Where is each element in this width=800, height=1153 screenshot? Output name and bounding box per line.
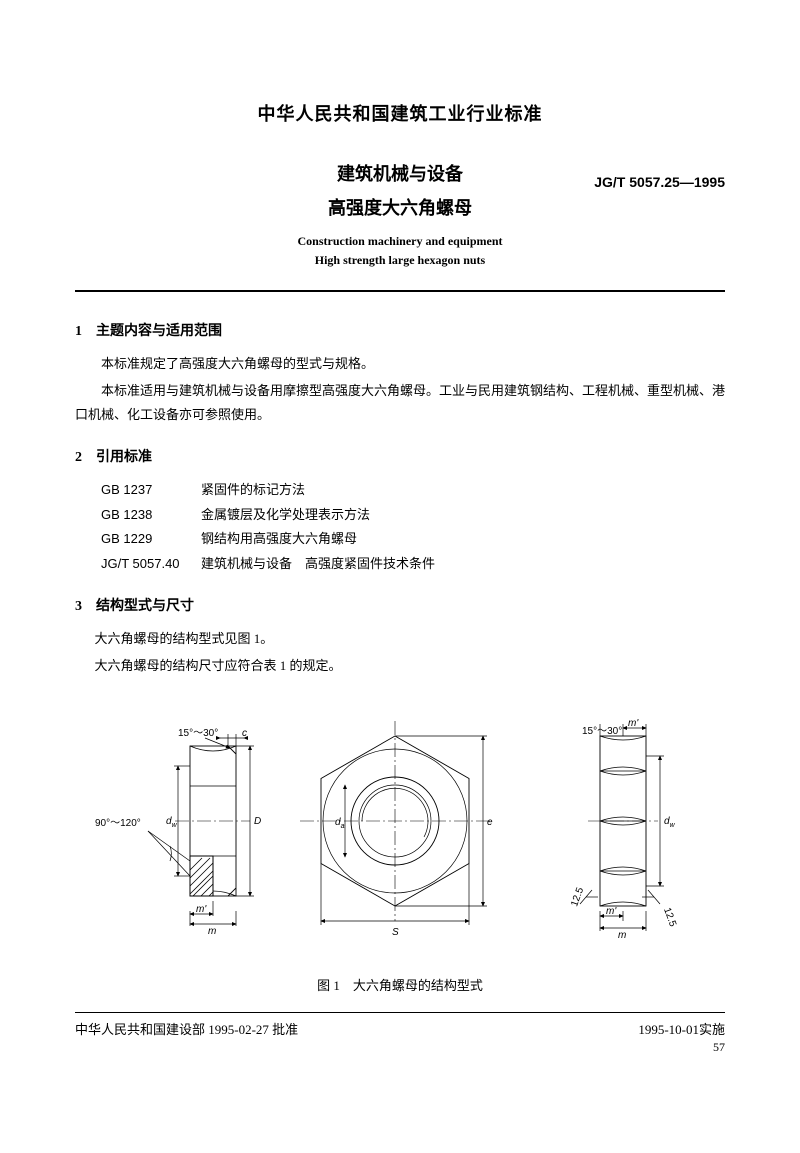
- figure-caption: 图 1 大六角螺母的结构型式: [75, 975, 725, 994]
- section-3-num: 3: [75, 599, 82, 614]
- svg-text:dw: dw: [664, 816, 676, 829]
- title-en-2: High strength large hexagon nuts: [297, 253, 502, 268]
- section-2-title: 引用标准: [96, 450, 152, 465]
- section-3-title: 结构型式与尺寸: [96, 599, 194, 614]
- label-angle3: 15°～30°: [582, 726, 622, 737]
- section-2-num: 2: [75, 450, 82, 465]
- footer-approval: 中华人民共和国建设部 1995-02-27 批准: [75, 1019, 298, 1038]
- reference-list: GB 1237紧固件的标记方法 GB 1238金属镀层及化学处理表示方法 GB …: [101, 478, 725, 577]
- section-2-head: 2 引用标准: [75, 446, 725, 466]
- label-mprime2: m': [606, 906, 617, 917]
- label-dw2-sub: w: [670, 822, 676, 829]
- label-dw-sub: w: [172, 822, 178, 829]
- ref-item: JG/T 5057.40建筑机械与设备 高强度紧固件技术条件: [101, 552, 725, 577]
- ref-title: 建筑机械与设备 高强度紧固件技术条件: [201, 556, 435, 571]
- hatch-region: [190, 856, 213, 896]
- title-row: 建筑机械与设备 高强度大六角螺母 Construction machinery …: [75, 160, 725, 268]
- para-3: 大六角螺母的结构型式见图 1。: [75, 627, 725, 652]
- section-1-num: 1: [75, 324, 82, 339]
- right-view: m' 15°～30° dw m' m: [569, 718, 678, 941]
- header-block: 中华人民共和国建筑工业行业标准 建筑机械与设备 高强度大六角螺母 Constru…: [75, 100, 725, 268]
- ref-title: 金属镀层及化学处理表示方法: [201, 507, 370, 522]
- svg-text:da: da: [335, 817, 345, 830]
- label-S: S: [392, 927, 399, 938]
- ref-item: GB 1238金属镀层及化学处理表示方法: [101, 503, 725, 528]
- page-number: 57: [75, 1040, 725, 1055]
- org-title: 中华人民共和国建筑工业行业标准: [75, 100, 725, 126]
- label-c: c: [242, 728, 247, 739]
- label-125a: 12.5: [569, 886, 586, 908]
- left-view: 15°～30° c 90°～120° D: [95, 728, 261, 937]
- label-e: e: [487, 817, 493, 828]
- label-125b: 12.5: [661, 906, 678, 928]
- label-mprime: m': [196, 904, 207, 915]
- svg-text:dw: dw: [166, 816, 178, 829]
- label-D: D: [254, 816, 261, 827]
- para-4: 大六角螺母的结构尺寸应符合表 1 的规定。: [75, 654, 725, 679]
- center-view: da e S: [300, 721, 493, 938]
- divider-top: [75, 290, 725, 292]
- footer-row: 中华人民共和国建设部 1995-02-27 批准 1995-10-01实施: [75, 1019, 725, 1038]
- ref-code: GB 1229: [101, 527, 201, 552]
- ref-title: 钢结构用高强度大六角螺母: [201, 531, 357, 546]
- ref-code: GB 1237: [101, 478, 201, 503]
- label-angle2: 90°～120°: [95, 818, 141, 829]
- ref-item: GB 1229钢结构用高强度大六角螺母: [101, 527, 725, 552]
- section-1-title: 主题内容与适用范围: [96, 324, 222, 339]
- label-angle1: 15°～30°: [178, 728, 218, 739]
- label-mprime3: m': [628, 718, 639, 729]
- label-da-sub: a: [341, 823, 345, 830]
- ref-code: GB 1238: [101, 503, 201, 528]
- label-m: m: [208, 926, 216, 937]
- section-3-head: 3 结构型式与尺寸: [75, 595, 725, 615]
- divider-bottom: [75, 1012, 725, 1013]
- para-1: 本标准规定了高强度大六角螺母的型式与规格。: [75, 352, 725, 377]
- document-page: 中华人民共和国建筑工业行业标准 建筑机械与设备 高强度大六角螺母 Constru…: [0, 0, 800, 1085]
- section-1-head: 1 主题内容与适用范围: [75, 320, 725, 340]
- ref-code: JG/T 5057.40: [101, 552, 201, 577]
- figure-svg: 15°～30° c 90°～120° D: [90, 696, 710, 956]
- ref-item: GB 1237紧固件的标记方法: [101, 478, 725, 503]
- title-cn-2: 高强度大六角螺母: [297, 194, 502, 220]
- figure-1: 15°～30° c 90°～120° D: [75, 696, 725, 994]
- label-m2: m: [618, 930, 626, 941]
- ref-title: 紧固件的标记方法: [201, 482, 305, 497]
- standard-code: JG/T 5057.25—1995: [594, 174, 725, 190]
- footer-effective: 1995-10-01实施: [638, 1019, 725, 1038]
- para-2: 本标准适用与建筑机械与设备用摩擦型高强度大六角螺母。工业与民用建筑钢结构、工程机…: [75, 379, 725, 428]
- title-en-1: Construction machinery and equipment: [297, 234, 502, 249]
- title-cn-1: 建筑机械与设备: [297, 160, 502, 186]
- title-center: 建筑机械与设备 高强度大六角螺母 Construction machinery …: [297, 160, 502, 268]
- svg-text:m': m': [196, 904, 207, 915]
